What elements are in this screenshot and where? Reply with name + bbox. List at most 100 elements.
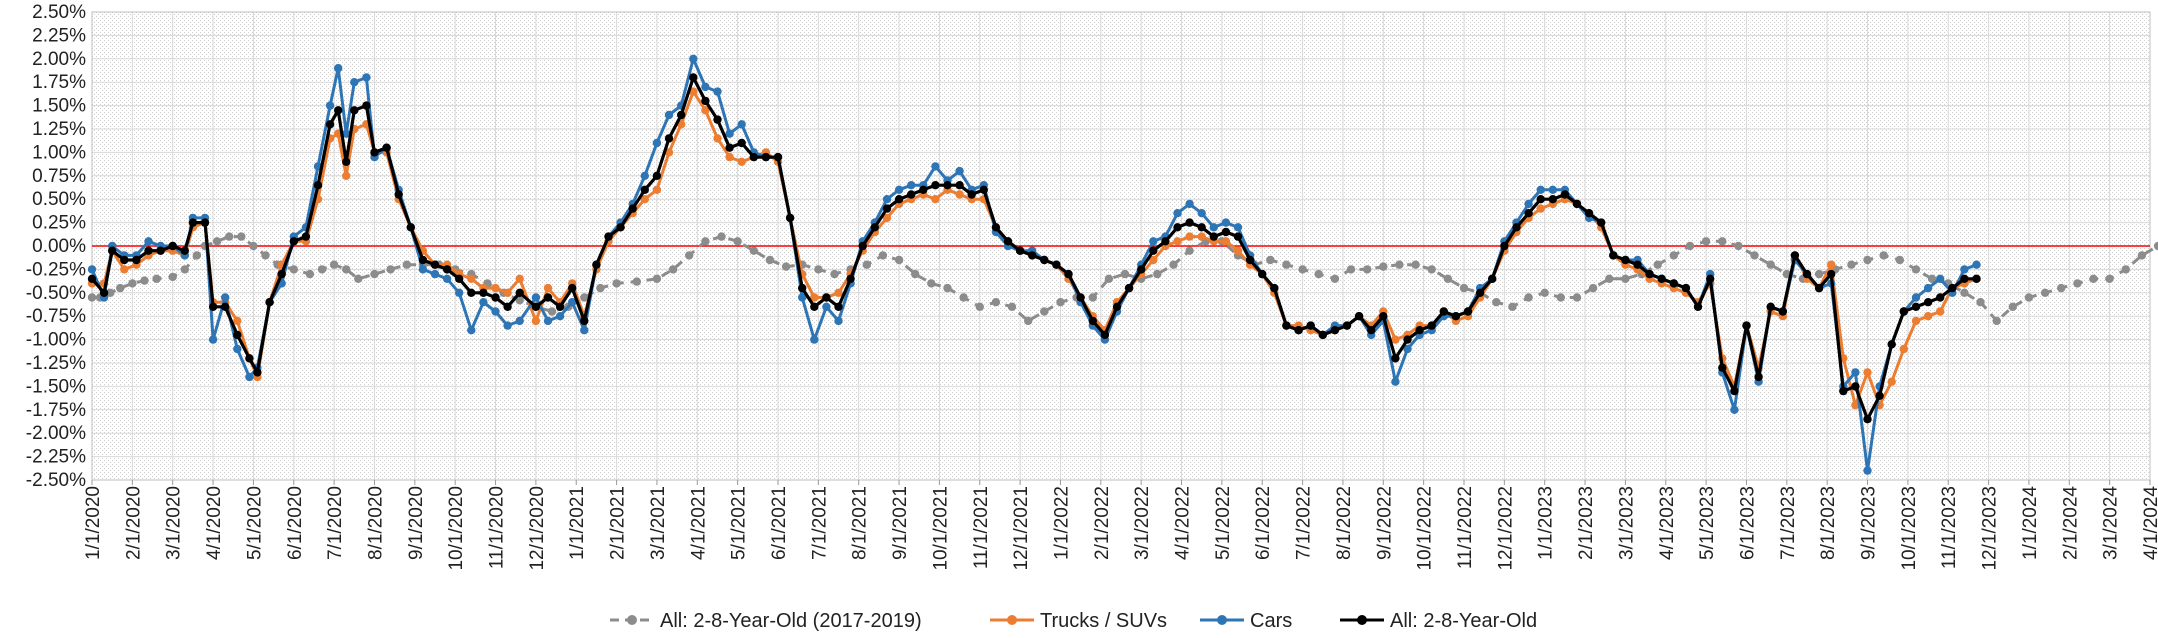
data-point [830,269,839,279]
data-point [334,106,343,115]
data-point [208,335,218,344]
data-point [632,277,641,286]
x-tick-label: 10/1/2020 [446,486,467,571]
data-point [1948,283,1957,293]
data-point [342,171,351,180]
data-point [1851,382,1860,391]
x-tick-label: 7/1/2023 [1778,486,1799,560]
data-point [313,181,323,190]
legend-item-1: All: 2-8-Year-Old (2017-2019) [610,610,922,632]
data-point [652,185,662,194]
data-point [1536,195,1545,204]
data-point [761,152,771,162]
data-point [1911,293,1921,302]
data-point [1064,269,1073,279]
data-point [1379,262,1388,271]
y-tick-label: 2.25% [32,25,86,46]
data-point [1052,260,1061,269]
x-tick-label: 2/1/2023 [1576,486,1597,560]
data-point [1318,330,1328,340]
data-point [1379,312,1388,321]
data-point [640,185,649,194]
data-point [491,307,500,316]
data-point [503,288,512,297]
data-point [1209,223,1219,232]
data-point [1936,293,1945,302]
x-tick-label: 8/1/2020 [365,486,386,560]
data-point [1718,237,1727,246]
data-point [317,265,327,274]
data-point [1266,255,1275,265]
data-point [1548,185,1558,194]
data-point [717,232,726,241]
data-point [979,185,988,194]
data-point [713,87,722,96]
data-point [612,279,621,288]
y-tick-label: -1.75% [26,400,86,421]
legend: All: 2-8-Year-Old (2017-2019) Trucks / SU… [610,610,1537,632]
y-tick-label: 2.50% [32,2,86,23]
data-point [1851,400,1860,410]
legend-item-2: Trucks / SUVs [990,610,1167,632]
x-tick-label: 3/1/2024 [2101,486,2122,560]
data-point [737,138,746,148]
data-point [144,246,153,255]
data-point [144,237,153,246]
data-point [168,241,177,251]
data-point [1911,316,1921,326]
data-point [1439,307,1449,316]
data-point [325,120,335,129]
data-point [87,293,97,302]
data-point [798,293,807,302]
data-point [725,152,734,162]
data-point [1508,302,1517,311]
x-tick-label: 4/1/2021 [688,486,709,560]
data-point [1972,260,1981,269]
data-point [1185,232,1194,241]
data-point [1149,255,1158,265]
data-point [261,251,270,260]
data-point [733,237,742,246]
data-point [810,293,819,302]
x-tick-label: 4/1/2022 [1173,486,1194,560]
data-point [955,181,964,190]
data-point [1270,283,1279,293]
x-tick-label: 6/1/2022 [1253,486,1274,560]
data-point [1851,368,1860,377]
x-tick-label: 6/1/2020 [285,486,306,560]
data-point [1500,241,1509,251]
data-point [531,302,541,311]
y-tick-label: 0.50% [32,189,86,210]
data-point [334,63,343,73]
y-tick-label: -1.50% [26,376,86,397]
data-point [1742,321,1751,330]
legend-swatch-marker [1357,615,1367,625]
data-point [1367,326,1376,335]
data-point [1003,237,1013,246]
x-axis: 1/1/2020 2/1/2020 3/1/2020 4/1/2020 5/1/2020… [83,480,2158,571]
data-point [531,293,541,302]
data-point [1149,237,1158,246]
x-tick-label: 11/1/2020 [487,486,508,569]
data-point [1475,288,1485,297]
data-point [1040,255,1049,265]
data-point [1827,260,1836,269]
data-point [1185,199,1194,209]
data-point [442,265,452,274]
data-point [580,293,589,302]
data-point [116,283,125,293]
data-point [1524,199,1533,209]
data-point [894,195,904,204]
data-point [1088,316,1098,326]
data-point [878,251,888,260]
x-tick-label: 1/1/2022 [1051,486,1072,560]
data-point [362,73,371,82]
data-point [1560,190,1570,199]
data-point [1258,269,1267,279]
data-point [1584,209,1594,218]
data-point [342,265,351,274]
data-point [689,73,698,82]
x-tick-label: 10/1/2023 [1899,486,1920,571]
data-point [342,129,351,138]
data-point [834,302,843,311]
